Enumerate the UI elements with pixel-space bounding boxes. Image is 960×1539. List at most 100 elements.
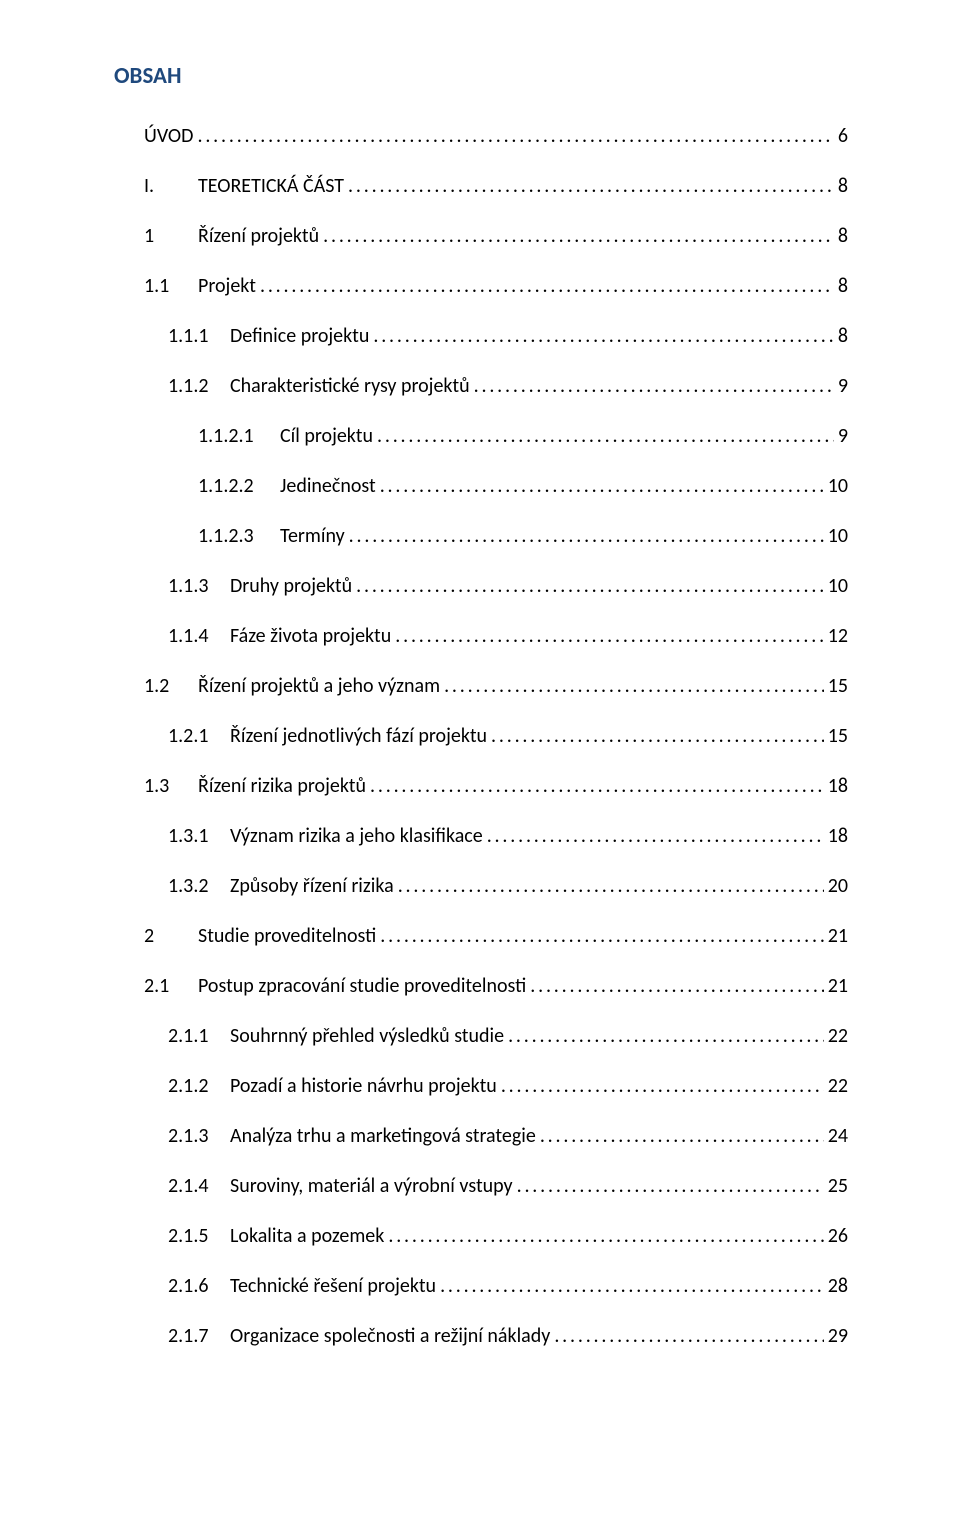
toc-ident: 2.1.5 [168, 1224, 230, 1248]
toc-row: 1.1.4Fáze života projektu 12 [114, 624, 848, 648]
toc-leader-dots [487, 824, 824, 848]
toc-label: ÚVOD [144, 124, 193, 148]
toc-row: 1.2.1Řízení jednotlivých fází projektu 1… [114, 724, 848, 748]
toc-ident: 1.1.2 [168, 374, 230, 398]
toc-page: 8 [838, 224, 848, 248]
toc-ident: 1.1.1 [168, 324, 230, 348]
toc-label: Cíl projektu [280, 424, 373, 448]
toc-page: 20 [828, 874, 848, 898]
toc-row: 2.1.5Lokalita a pozemek 26 [114, 1224, 848, 1248]
toc-label: Fáze života projektu [230, 624, 391, 648]
toc-label: Řízení rizika projektů [198, 774, 366, 798]
toc-page: 21 [828, 924, 848, 948]
toc-ident: 2.1 [144, 974, 198, 998]
toc-ident: 1.3.1 [168, 824, 230, 848]
toc-label: Význam rizika a jeho klasifikace [230, 824, 483, 848]
toc-leader-dots [370, 774, 824, 798]
toc-label: Způsoby řízení rizika [230, 874, 394, 898]
toc-label: TEORETICKÁ ČÁST [198, 174, 344, 198]
toc-page: 8 [838, 324, 848, 348]
toc-page: 8 [838, 174, 848, 198]
toc-page: 10 [828, 574, 848, 598]
toc-row: 1.1.1Definice projektu 8 [114, 324, 848, 348]
toc-page: 25 [828, 1174, 848, 1198]
toc-label: Analýza trhu a marketingová strategie [230, 1124, 536, 1148]
toc-page: 9 [838, 424, 848, 448]
toc-row: 1.1.2.3Termíny 10 [114, 524, 848, 548]
toc-row: 2Studie proveditelnosti 21 [114, 924, 848, 948]
toc-leader-dots [501, 1074, 824, 1098]
toc-page: 8 [838, 274, 848, 298]
toc-ident: 2.1.3 [168, 1124, 230, 1148]
toc-page: 22 [828, 1074, 848, 1098]
toc-page: 9 [838, 374, 848, 398]
toc-ident: 2.1.2 [168, 1074, 230, 1098]
toc-row: 2.1.1Souhrnný přehled výsledků studie 22 [114, 1024, 848, 1048]
toc-leader-dots [398, 874, 824, 898]
toc-page: 6 [838, 124, 848, 148]
toc-row: 2.1.7Organizace společnosti a režijní ná… [114, 1324, 848, 1348]
toc-ident: 1.1.2.2 [198, 474, 280, 498]
toc-label: Organizace společnosti a režijní náklady [230, 1324, 550, 1348]
toc-ident: 1.2.1 [168, 724, 230, 748]
toc-leader-dots [508, 1024, 824, 1048]
toc-row: 1.3.2Způsoby řízení rizika 20 [114, 874, 848, 898]
toc-row: 1.1.2.1Cíl projektu 9 [114, 424, 848, 448]
toc-row: 1.1.2Charakteristické rysy projektů 9 [114, 374, 848, 398]
toc-label: Suroviny, materiál a výrobní vstupy [230, 1174, 513, 1198]
toc-leader-dots [530, 974, 823, 998]
toc-row: 1.2Řízení projektů a jeho význam 15 [114, 674, 848, 698]
toc-page: 10 [828, 524, 848, 548]
toc-page: 29 [828, 1324, 848, 1348]
toc-label: Pozadí a historie návrhu projektu [230, 1074, 497, 1098]
toc-label: Technické řešení projektu [230, 1274, 436, 1298]
toc-label: Řízení projektů a jeho význam [198, 674, 440, 698]
toc-label: Projekt [198, 274, 256, 298]
toc-ident: 1.3 [144, 774, 198, 798]
page-title: OBSAH [114, 62, 848, 90]
toc-leader-dots [197, 124, 833, 148]
toc-leader-dots [380, 924, 823, 948]
toc-leader-dots [388, 1224, 823, 1248]
toc-label: Řízení projektů [198, 224, 319, 248]
table-of-contents: ÚVOD 6I.TEORETICKÁ ČÁST 81Řízení projekt… [114, 124, 848, 1348]
toc-row: 1.3Řízení rizika projektů 18 [114, 774, 848, 798]
toc-row: ÚVOD 6 [114, 124, 848, 148]
toc-page: 24 [828, 1124, 848, 1148]
toc-label: Charakteristické rysy projektů [230, 374, 470, 398]
toc-leader-dots [440, 1274, 824, 1298]
toc-page: 18 [828, 824, 848, 848]
toc-leader-dots [444, 674, 824, 698]
toc-row: 2.1.4Suroviny, materiál a výrobní vstupy… [114, 1174, 848, 1198]
toc-ident: 2.1.4 [168, 1174, 230, 1198]
toc-ident: 2 [144, 924, 198, 948]
toc-label: Jedinečnost [280, 474, 376, 498]
toc-leader-dots [348, 174, 834, 198]
toc-ident: 1.1.2.3 [198, 524, 280, 548]
toc-row: 2.1Postup zpracování studie proveditelno… [114, 974, 848, 998]
toc-leader-dots [517, 1174, 824, 1198]
toc-leader-dots [491, 724, 824, 748]
toc-leader-dots [349, 524, 824, 548]
toc-ident: 1.1.4 [168, 624, 230, 648]
toc-row: 1.1.3Druhy projektů 10 [114, 574, 848, 598]
toc-label: Definice projektu [230, 324, 369, 348]
toc-label: Postup zpracování studie proveditelnosti [198, 974, 526, 998]
toc-page: 22 [828, 1024, 848, 1048]
toc-page: 28 [828, 1274, 848, 1298]
toc-leader-dots [554, 1324, 823, 1348]
toc-leader-dots [260, 274, 834, 298]
toc-ident: I. [144, 174, 198, 198]
toc-page: 12 [828, 624, 848, 648]
toc-row: 1.3.1Význam rizika a jeho klasifikace 18 [114, 824, 848, 848]
toc-leader-dots [377, 424, 834, 448]
toc-row: 1Řízení projektů 8 [114, 224, 848, 248]
toc-ident: 1.2 [144, 674, 198, 698]
toc-label: Druhy projektů [230, 574, 352, 598]
toc-row: 1.1.2.2Jedinečnost 10 [114, 474, 848, 498]
toc-leader-dots [540, 1124, 824, 1148]
toc-row: I.TEORETICKÁ ČÁST 8 [114, 174, 848, 198]
toc-leader-dots [323, 224, 834, 248]
toc-leader-dots [395, 624, 823, 648]
toc-ident: 1.1.2.1 [198, 424, 280, 448]
